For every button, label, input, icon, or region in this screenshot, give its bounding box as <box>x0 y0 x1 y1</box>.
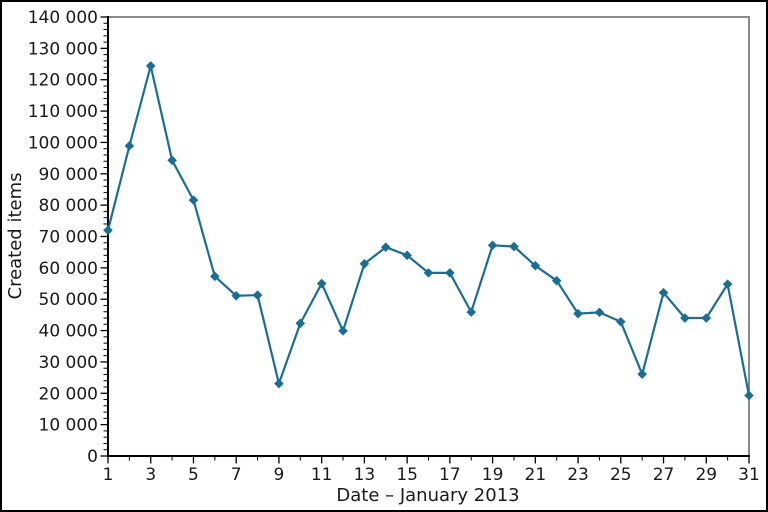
data-point <box>594 307 605 318</box>
y-tick-label: 10 000 <box>39 416 98 436</box>
x-tick-label: 15 <box>396 465 418 485</box>
data-point <box>487 240 498 251</box>
data-point <box>124 141 135 151</box>
data-point <box>701 313 712 323</box>
data-point <box>231 290 241 301</box>
y-tick-label: 140 000 <box>28 8 98 28</box>
y-tick-label: 30 000 <box>39 353 98 373</box>
data-point <box>252 290 263 300</box>
y-tick-label: 50 000 <box>39 290 98 310</box>
x-tick-label: 9 <box>274 465 285 485</box>
x-tick-label: 19 <box>482 465 504 485</box>
data-point <box>359 258 370 269</box>
x-tick-label: 27 <box>653 465 675 485</box>
data-point <box>680 313 690 323</box>
data-line <box>106 64 751 397</box>
x-tick-label: 5 <box>188 465 199 485</box>
x-tick-label: 13 <box>354 465 376 485</box>
data-point <box>744 390 754 401</box>
data-point <box>210 271 220 282</box>
x-tick-label: 3 <box>145 465 156 485</box>
y-tick-label: 60 000 <box>39 259 98 279</box>
x-axis-title: Date – January 2013 <box>336 485 519 506</box>
data-point <box>573 308 583 319</box>
data-point <box>295 318 306 329</box>
data-point <box>402 250 412 261</box>
data-point <box>509 241 519 252</box>
x-tick-label: 31 <box>738 465 760 485</box>
data-point <box>551 275 562 286</box>
y-tick-label: 120 000 <box>28 71 98 91</box>
data-point <box>658 287 669 298</box>
y-tick-label: 110 000 <box>28 102 98 122</box>
data-point <box>274 378 284 389</box>
x-tick-label: 17 <box>439 465 461 485</box>
data-point <box>722 279 733 289</box>
x-tick-label: 25 <box>610 465 632 485</box>
y-tick-label: 20 000 <box>39 384 98 404</box>
data-point <box>145 61 156 71</box>
data-point <box>380 242 391 252</box>
data-point <box>637 369 647 379</box>
y-tick-label: 40 000 <box>39 322 98 342</box>
data-point <box>423 268 434 278</box>
data-point <box>616 316 626 327</box>
data-point <box>103 225 113 236</box>
data-point <box>530 260 541 271</box>
data-point <box>188 195 199 205</box>
x-tick-label: 23 <box>567 465 589 485</box>
x-tick-label: 7 <box>231 465 242 485</box>
y-tick-label: 100 000 <box>28 133 98 153</box>
data-point <box>316 278 327 289</box>
y-tick-label: 70 000 <box>39 228 98 248</box>
x-tick-label: 21 <box>525 465 547 485</box>
chart-generated-content: 0 10 000 20 000 30 000 40 000 50 000 60 000 70 … <box>28 8 760 485</box>
x-tick-label: 29 <box>695 465 717 485</box>
data-point <box>167 155 177 166</box>
y-tick-label: 0 <box>87 447 98 467</box>
data-point <box>338 326 348 336</box>
y-tick-label: 130 000 <box>28 39 98 59</box>
data-point <box>466 307 477 317</box>
data-point <box>445 268 455 278</box>
y-tick-label: 80 000 <box>39 196 98 216</box>
y-axis-title: Created items <box>5 172 26 299</box>
x-tick-label: 11 <box>311 465 333 485</box>
x-tick-label: 1 <box>103 465 114 485</box>
y-tick-label: 90 000 <box>39 165 98 185</box>
